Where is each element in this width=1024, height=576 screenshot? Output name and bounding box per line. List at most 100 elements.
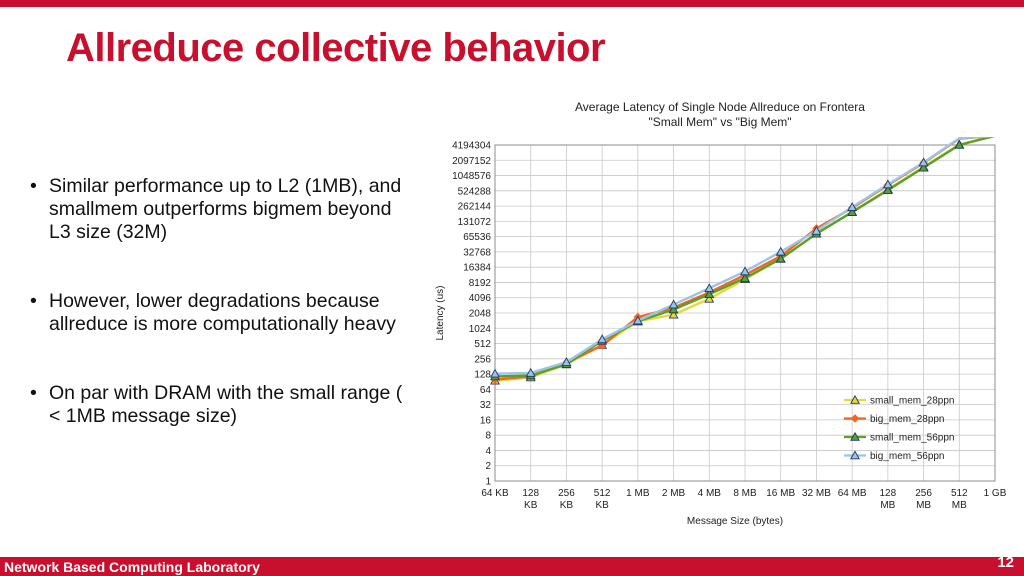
data-point-big_mem_56ppn <box>525 367 536 377</box>
x-tick-label-line: 4 MB <box>698 488 722 499</box>
x-tick-label-line: 512 <box>951 488 968 499</box>
x-tick-label: 4 MB <box>698 488 722 499</box>
x-tick-label-line: 128 <box>522 488 539 499</box>
x-tick-label-line: 16 MB <box>766 488 795 499</box>
bullet-item: Similar performance up to L2 (1MB), and … <box>30 175 410 244</box>
footer-lab-name: Network Based Computing Laboratory <box>4 559 260 575</box>
y-tick-label: 32768 <box>463 247 491 258</box>
y-tick-label: 131072 <box>458 217 492 228</box>
x-tick-label: 8 MB <box>733 488 757 499</box>
x-axis-label: Message Size (bytes) <box>687 516 783 527</box>
legend-label: small_mem_28ppn <box>870 396 955 407</box>
x-tick-label-line: 512 <box>594 488 611 499</box>
legend-swatch-marker <box>850 450 860 460</box>
legend-label: big_mem_28ppn <box>870 414 945 425</box>
x-tick-label-line: MB <box>880 500 895 511</box>
data-point-small_mem_56ppn <box>668 304 679 314</box>
x-tick-label-line: 64 MB <box>838 488 867 499</box>
data-point-small_mem_56ppn <box>847 206 858 216</box>
x-tick-label: 128 MB <box>880 488 897 511</box>
legend-swatch-marker <box>850 394 860 404</box>
slide-title: Allreduce collective behavior <box>66 26 606 70</box>
data-point-small_mem_56ppn <box>704 289 715 299</box>
x-tick-label: 64 MB <box>838 488 867 499</box>
y-tick-label: 1 <box>485 477 491 488</box>
x-tick-label-line: 128 <box>880 488 897 499</box>
y-tick-label: 1048576 <box>452 171 491 182</box>
x-tick-label-line: KB <box>524 500 538 511</box>
data-point-small_mem_28ppn <box>668 309 679 319</box>
data-point-big_mem_56ppn <box>775 246 786 256</box>
footer-bar: Network Based Computing Laboratory 12 <box>0 554 1024 576</box>
data-point-big_mem_56ppn <box>561 357 572 366</box>
x-tick-label-line: 1 GB <box>984 488 1007 499</box>
x-tick-label: 128 KB <box>522 488 539 511</box>
x-tick-label: 1 MB <box>626 488 650 499</box>
legend-swatch-marker <box>850 414 860 423</box>
legend-label: big_mem_56ppn <box>870 451 945 462</box>
y-tick-label: 524288 <box>458 186 492 197</box>
page-number: 12 <box>997 554 1014 571</box>
y-tick-label: 32 <box>480 400 492 411</box>
x-tick-label-line: KB <box>560 500 574 511</box>
data-point-big_mem_56ppn <box>632 315 643 325</box>
y-tick-label: 16 <box>480 415 492 426</box>
y-tick-label: 4194304 <box>452 141 491 152</box>
data-point-big_mem_56ppn <box>490 368 500 378</box>
x-tick-label-line: MB <box>952 500 967 511</box>
y-tick-label: 2 <box>485 461 491 472</box>
y-tick-label: 512 <box>474 339 491 350</box>
x-tick-label: 2 MB <box>662 488 686 499</box>
chart-title-line: Average Latency of Single Node Allreduce… <box>575 100 865 114</box>
chart-title-line: "Small Mem" vs "Big Mem" <box>648 115 791 129</box>
data-point-big_mem_56ppn <box>668 299 679 309</box>
y-tick-label: 4 <box>485 446 491 457</box>
data-point-big_mem_56ppn <box>918 157 929 167</box>
x-tick-label-line: 64 KB <box>481 488 509 499</box>
y-tick-label: 256 <box>474 354 491 365</box>
y-tick-label: 4096 <box>469 293 492 304</box>
y-tick-label: 262144 <box>458 202 492 213</box>
data-point-small_mem_28ppn <box>704 293 715 303</box>
x-tick-label: 32 MB <box>802 488 831 499</box>
bullet-item: On par with DRAM with the small range ( … <box>30 382 410 428</box>
plot-area-border <box>494 144 996 482</box>
data-point-small_mem_56ppn <box>882 185 893 194</box>
y-tick-label: 2097152 <box>452 156 491 167</box>
x-tick-label: 512 MB <box>951 488 968 511</box>
x-tick-label-line: 256 <box>915 488 932 499</box>
x-tick-label: 512 KB <box>594 488 611 511</box>
x-tick-label-line: 32 MB <box>802 488 831 499</box>
x-tick-label-line: KB <box>595 500 609 511</box>
data-point-big_mem_56ppn <box>704 283 715 293</box>
bullet-list: Similar performance up to L2 (1MB), and … <box>30 175 410 474</box>
y-tick-label: 8192 <box>469 278 492 289</box>
x-tick-label-line: 1 MB <box>626 488 650 499</box>
data-point-big_mem_56ppn <box>740 266 750 276</box>
x-tick-label-line: 2 MB <box>662 488 686 499</box>
x-tick-label: 256 KB <box>558 488 575 511</box>
legend-swatch-marker <box>850 431 860 441</box>
y-tick-label: 1024 <box>469 324 492 335</box>
latency-chart-svg: Average Latency of Single Node Allreduce… <box>435 100 1007 527</box>
y-tick-label: 8 <box>485 431 491 442</box>
data-point-big_mem_56ppn <box>882 179 893 189</box>
data-point-big_mem_56ppn <box>811 225 822 235</box>
y-tick-label: 65536 <box>463 232 491 243</box>
bullet-item: However, lower degradations because allr… <box>30 290 410 336</box>
latency-chart: Average Latency of Single Node Allreduce… <box>428 96 1024 536</box>
y-tick-label: 128 <box>474 370 491 381</box>
y-tick-label: 64 <box>480 385 492 396</box>
x-tick-label: 256 MB <box>915 488 932 511</box>
x-tick-label-line: 256 <box>558 488 575 499</box>
data-point-small_mem_56ppn <box>775 253 786 263</box>
data-point-small_mem_56ppn <box>740 272 750 282</box>
data-point-small_mem_56ppn <box>954 139 965 149</box>
y-axis-label: Latency (us) <box>435 285 446 340</box>
y-tick-label: 2048 <box>469 309 492 320</box>
data-point-big_mem_56ppn <box>597 334 608 344</box>
x-tick-label: 16 MB <box>766 488 795 499</box>
legend-label: small_mem_56ppn <box>870 433 955 444</box>
x-tick-label-line: MB <box>916 500 931 511</box>
data-point-small_mem_56ppn <box>918 162 929 172</box>
